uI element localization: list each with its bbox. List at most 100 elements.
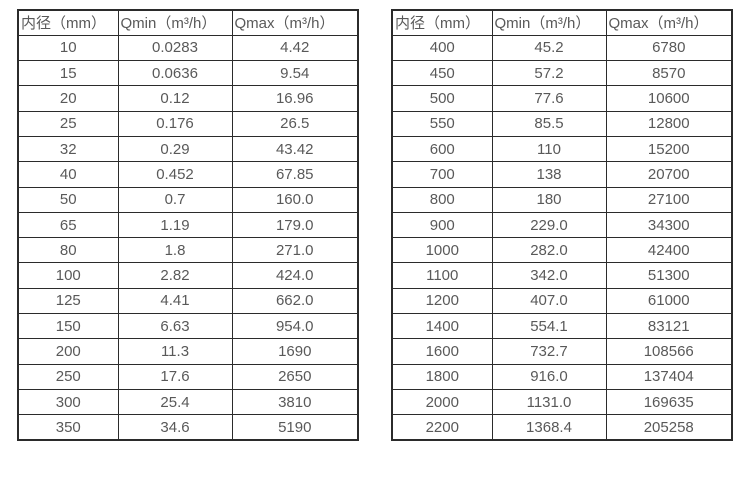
table-body: 400 45.2 6780 450 57.2 8570 500 77.6 10600 550 85.…	[391, 34, 733, 441]
table-cell: 25	[17, 110, 119, 137]
header-row: 内径（mm） Qmin（m³/h） Qmax（m³/h）	[391, 9, 733, 36]
table-cell: 85.5	[491, 110, 607, 137]
table-cell: 550	[391, 110, 493, 137]
table-cell: 1100	[391, 262, 493, 289]
table-row: 900 229.0 34300	[391, 211, 733, 239]
table-cell: 40	[17, 161, 119, 188]
table-cell: 100	[17, 262, 119, 289]
table-cell: 1.19	[117, 211, 233, 239]
table-cell: 407.0	[491, 287, 607, 315]
table-row: 150 6.63 954.0	[17, 313, 359, 340]
table-cell: 271.0	[231, 237, 359, 264]
table-row: 250 17.6 2650	[17, 363, 359, 390]
table-cell: 2200	[391, 414, 493, 441]
table-cell: 424.0	[231, 262, 359, 289]
table-row: 1000 282.0 42400	[391, 237, 733, 264]
table-cell: 6780	[605, 34, 733, 62]
table-cell: 1131.0	[491, 388, 607, 416]
table-row: 32 0.29 43.42	[17, 135, 359, 163]
table-row: 600 110 15200	[391, 135, 733, 163]
table-cell: 67.85	[231, 161, 359, 188]
table-row: 300 25.4 3810	[17, 388, 359, 416]
table-row: 1200 407.0 61000	[391, 287, 733, 315]
table-cell: 12800	[605, 110, 733, 137]
table-row: 25 0.176 26.5	[17, 110, 359, 137]
table-cell: 83121	[605, 313, 733, 340]
table-cell: 282.0	[491, 237, 607, 264]
table-cell: 2650	[231, 363, 359, 390]
table-cell: 17.6	[117, 363, 233, 390]
table-cell: 26.5	[231, 110, 359, 137]
table-row: 1800 916.0 137404	[391, 363, 733, 390]
table-cell: 0.0636	[117, 60, 233, 87]
flow-tables-container: 内径（mm） Qmin（m³/h） Qmax（m³/h） 10 0.0283 4.42 1…	[17, 9, 733, 442]
table-cell: 916.0	[491, 363, 607, 390]
table-cell: 3810	[231, 388, 359, 416]
table-cell: 0.12	[117, 85, 233, 112]
table-cell: 1368.4	[491, 414, 607, 441]
table-cell: 125	[17, 287, 119, 315]
column-header: Qmin（m³/h）	[117, 9, 233, 36]
table-cell: 160.0	[231, 186, 359, 213]
table-cell: 51300	[605, 262, 733, 289]
table-row: 15 0.0636 9.54	[17, 60, 359, 87]
table-row: 450 57.2 8570	[391, 60, 733, 87]
table-row: 350 34.6 5190	[17, 414, 359, 441]
table-cell: 45.2	[491, 34, 607, 62]
table-cell: 110	[491, 135, 607, 163]
table-cell: 1800	[391, 363, 493, 390]
table-cell: 16.96	[231, 85, 359, 112]
table-cell: 11.3	[117, 338, 233, 365]
table-cell: 300	[17, 388, 119, 416]
table-cell: 954.0	[231, 313, 359, 340]
table-cell: 2000	[391, 388, 493, 416]
table-cell: 42400	[605, 237, 733, 264]
table-cell: 108566	[605, 338, 733, 365]
table-row: 1600 732.7 108566	[391, 338, 733, 365]
table-cell: 1200	[391, 287, 493, 315]
table-cell: 900	[391, 211, 493, 239]
table-cell: 600	[391, 135, 493, 163]
column-header: 内径（mm）	[17, 9, 119, 36]
table-cell: 61000	[605, 287, 733, 315]
table-row: 1100 342.0 51300	[391, 262, 733, 289]
table-row: 700 138 20700	[391, 161, 733, 188]
table-cell: 15	[17, 60, 119, 87]
table-header: 内径（mm） Qmin（m³/h） Qmax（m³/h）	[391, 9, 733, 36]
table-cell: 43.42	[231, 135, 359, 163]
table-row: 2200 1368.4 205258	[391, 414, 733, 441]
table-cell: 0.176	[117, 110, 233, 137]
table-cell: 229.0	[491, 211, 607, 239]
table-cell: 25.4	[117, 388, 233, 416]
table-cell: 50	[17, 186, 119, 213]
table-row: 800 180 27100	[391, 186, 733, 213]
table-row: 550 85.5 12800	[391, 110, 733, 137]
table-cell: 662.0	[231, 287, 359, 315]
table-cell: 4.41	[117, 287, 233, 315]
column-header: Qmin（m³/h）	[491, 9, 607, 36]
table-header: 内径（mm） Qmin（m³/h） Qmax（m³/h）	[17, 9, 359, 36]
table-cell: 1400	[391, 313, 493, 340]
table-cell: 732.7	[491, 338, 607, 365]
table-cell: 32	[17, 135, 119, 163]
table-cell: 400	[391, 34, 493, 62]
table-body: 10 0.0283 4.42 15 0.0636 9.54 20 0.12 16.96 25 0.1…	[17, 34, 359, 441]
table-cell: 169635	[605, 388, 733, 416]
table-row: 50 0.7 160.0	[17, 186, 359, 213]
table-cell: 20	[17, 85, 119, 112]
table-cell: 5190	[231, 414, 359, 441]
table-cell: 2.82	[117, 262, 233, 289]
table-cell: 1000	[391, 237, 493, 264]
table-cell: 500	[391, 85, 493, 112]
table-cell: 700	[391, 161, 493, 188]
table-cell: 9.54	[231, 60, 359, 87]
table-cell: 1.8	[117, 237, 233, 264]
column-header: Qmax（m³/h）	[605, 9, 733, 36]
header-row: 内径（mm） Qmin（m³/h） Qmax（m³/h）	[17, 9, 359, 36]
table-cell: 342.0	[491, 262, 607, 289]
table-cell: 800	[391, 186, 493, 213]
table-cell: 0.29	[117, 135, 233, 163]
table-cell: 150	[17, 313, 119, 340]
table-row: 200 11.3 1690	[17, 338, 359, 365]
table-cell: 554.1	[491, 313, 607, 340]
